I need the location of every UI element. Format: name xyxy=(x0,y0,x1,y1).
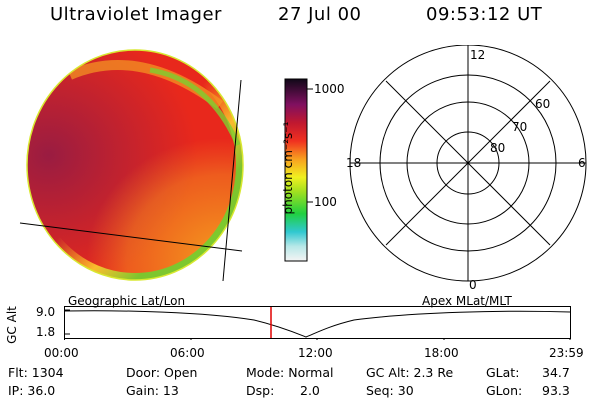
polar-mlt-grid xyxy=(349,45,587,282)
timeline-ytick-9: 9.0 xyxy=(36,305,56,319)
timeline-xtick-0000: 00:00 xyxy=(44,346,79,360)
door-status: Door: Open xyxy=(126,365,198,380)
gc-altitude: GC Alt: 2.3 Re xyxy=(366,365,454,380)
colorbar xyxy=(284,78,313,262)
mlt-label-12: 12 xyxy=(470,48,486,62)
uv-image-panel xyxy=(19,49,244,282)
instrument-title: Ultraviolet Imager xyxy=(50,4,222,25)
mode-value: Mode: Normal xyxy=(246,365,334,380)
timeline-xtick-2359: 23:59 xyxy=(549,346,584,360)
timeline-ylabel: GC Alt xyxy=(5,306,19,344)
gain-value: Gain: 13 xyxy=(126,383,179,398)
colorbar-unit-label: photon cm⁻²s⁻¹ xyxy=(281,121,295,215)
altitude-timeline xyxy=(64,306,571,340)
time-label: 09:53:12 UT xyxy=(426,4,543,25)
date-label: 27 Jul 00 xyxy=(278,4,362,25)
sequence-number: Seq: 30 xyxy=(366,383,414,398)
timeline-left-title: Geographic Lat/Lon xyxy=(68,294,186,308)
colorbar-tick-100: 100 xyxy=(314,195,337,209)
dsp-label: Dsp: xyxy=(246,383,275,398)
lat-label-80: 80 xyxy=(490,141,506,155)
timeline-right-title: Apex MLat/MLT xyxy=(422,294,512,308)
timeline-xtick-1200: 12:00 xyxy=(298,346,333,360)
glat-label: GLat: xyxy=(486,365,520,380)
timeline-xtick-1800: 18:00 xyxy=(424,346,459,360)
glon-value: 93.3 xyxy=(542,383,570,398)
mlt-label-18: 18 xyxy=(346,156,362,170)
dsp-value: 2.0 xyxy=(300,383,320,398)
mlt-label-6: 6 xyxy=(578,156,586,170)
timeline-xtick-0600: 06:00 xyxy=(170,346,205,360)
colorbar-tick-1000: 1000 xyxy=(314,82,345,96)
mlt-label-0: 0 xyxy=(469,278,477,292)
ip-value: IP: 36.0 xyxy=(8,383,56,398)
lat-label-60: 60 xyxy=(535,97,551,111)
glat-value: 34.7 xyxy=(542,365,570,380)
glon-label: GLon: xyxy=(486,383,523,398)
lat-label-70: 70 xyxy=(512,120,528,134)
timeline-ytick-1-8: 1.8 xyxy=(36,325,56,339)
flight-number: Flt: 1304 xyxy=(8,365,64,380)
